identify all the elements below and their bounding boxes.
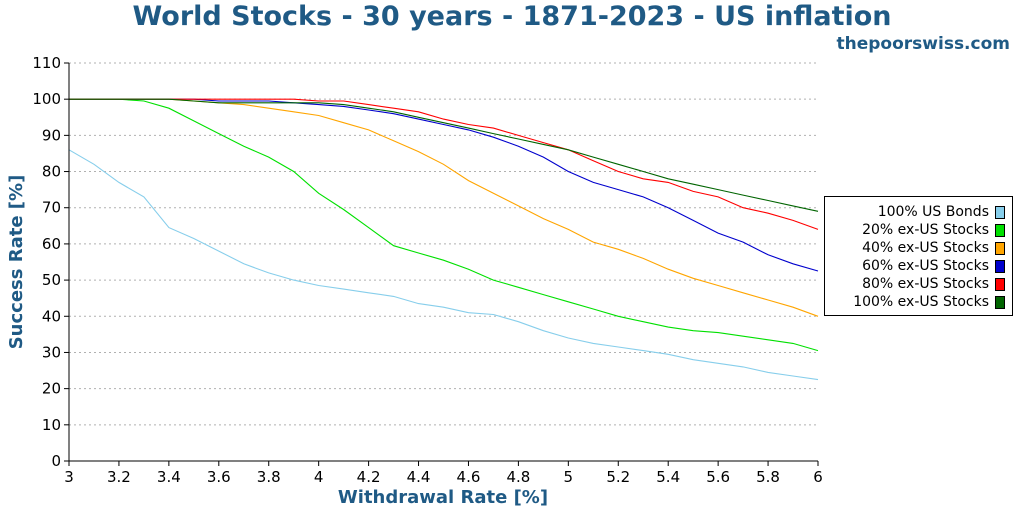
x-tick-label-8: 4.6 [457,468,481,486]
y-tick-label-3: 30 [42,343,61,361]
x-tick-label-7: 4.4 [407,468,431,486]
y-tick-label-2: 20 [42,380,61,398]
axes: 0 10 20 30 40 50 60 70 80 90 100 110 3 3.2 3.4 3.6 3.8 4 4… [32,54,822,486]
legend-swatch-5 [995,295,1005,309]
series-line-4 [69,98,819,230]
y-tick-label-8: 80 [42,163,61,181]
y-tick-label-4: 40 [42,307,61,325]
series-line-1 [69,98,819,352]
legend-label-3: 60% ex-US Stocks [862,258,989,274]
legend-swatch-4 [995,277,1005,291]
legend-label-5: 100% ex-US Stocks [853,294,989,310]
x-tick-label-13: 5.6 [706,468,730,486]
series-line-5 [69,98,819,212]
y-tick-label-9: 90 [42,126,61,144]
y-tick-label-7: 70 [42,199,61,217]
y-tick-label-11: 110 [32,54,61,72]
chart-title: World Stocks - 30 years - 1871-2023 - US… [132,1,892,32]
legend-swatch-0 [995,205,1005,219]
y-tick-label-10: 100 [32,90,61,108]
x-tick-label-0: 3 [64,468,74,486]
x-tick-label-15: 6 [813,468,823,486]
y-tick-label-1: 10 [42,416,61,434]
y-axis-label: Success Rate [%] [6,175,27,350]
y-tick-label-0: 0 [51,452,61,470]
x-tick-label-10: 5 [564,468,574,486]
x-tick-label-6: 4.2 [357,468,381,486]
y-tick-label-5: 50 [42,271,61,289]
legend-swatch-1 [995,223,1005,237]
legend-label-2: 40% ex-US Stocks [862,240,989,256]
legend-item-5: 100% ex-US Stocks [825,293,1012,311]
legend-label-0: 100% US Bonds [877,204,989,220]
legend-item-2: 40% ex-US Stocks [825,239,1012,257]
x-tick-label-3: 3.6 [207,468,231,486]
x-tick-label-2: 3.4 [157,468,181,486]
legend-item-4: 80% ex-US Stocks [825,275,1012,293]
legend-label-1: 20% ex-US Stocks [862,222,989,238]
x-axis-label: Withdrawal Rate [%] [338,487,548,508]
legend-swatch-3 [995,259,1005,273]
legend-item-3: 60% ex-US Stocks [825,257,1012,275]
x-tick-label-9: 4.8 [506,468,530,486]
series-lines [68,98,819,381]
x-tick-label-14: 5.8 [756,468,780,486]
chart-subtitle: thepoorswiss.com [836,34,1011,54]
gridlines [69,62,818,426]
legend-swatch-2 [995,241,1005,255]
x-tick-label-11: 5.2 [606,468,630,486]
x-tick-label-12: 5.4 [656,468,680,486]
series-line-3 [69,98,819,272]
x-tick-label-5: 4 [314,468,324,486]
legend-label-4: 80% ex-US Stocks [862,276,989,292]
y-tick-label-6: 60 [42,235,61,253]
legend-item-0: 100% US Bonds [825,203,1012,221]
legend-item-1: 20% ex-US Stocks [825,221,1012,239]
legend: 100% US Bonds 20% ex-US Stocks 40% ex-US S… [824,196,1013,316]
x-tick-label-1: 3.2 [107,468,131,486]
series-line-0 [68,149,819,381]
x-tick-label-4: 3.8 [257,468,281,486]
